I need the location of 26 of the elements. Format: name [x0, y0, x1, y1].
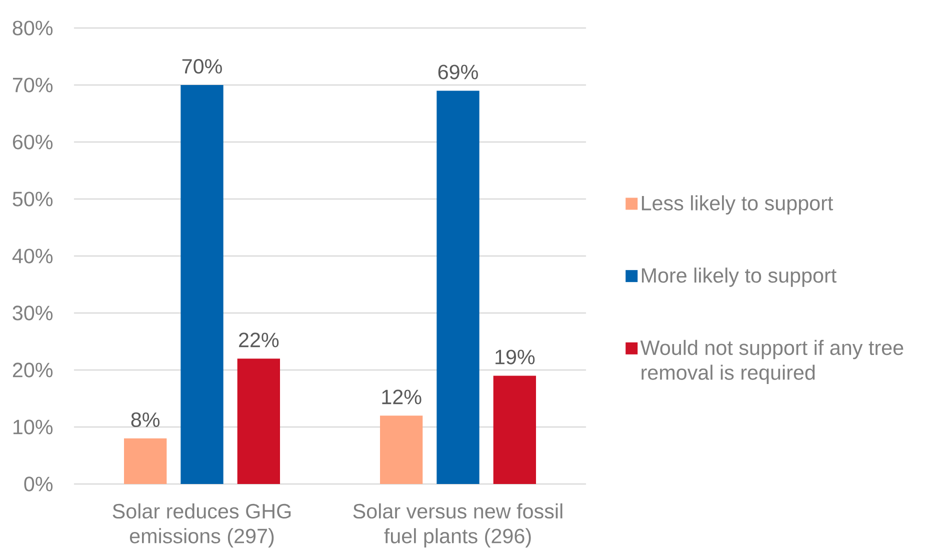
data-label: 70%	[182, 58, 222, 74]
data-label: 69%	[438, 64, 478, 80]
y-tick-label: 10%	[13, 420, 53, 434]
y-tick-label: 30%	[12, 306, 53, 320]
y-tick-label: 60%	[12, 134, 53, 150]
data-label: 19%	[496, 350, 535, 364]
bar	[180, 85, 224, 484]
legend-label: Would not support if any tree removal is required	[640, 340, 904, 384]
legend-label: More likely to support	[642, 268, 836, 287]
bar	[237, 358, 280, 484]
legend-label: Less likely to support	[642, 195, 834, 215]
y-tick-label: 40%	[12, 248, 53, 264]
data-label: 22%	[239, 332, 279, 348]
y-tick-label: 80%	[12, 20, 53, 36]
y-tick-label: 20%	[12, 362, 53, 378]
y-tick-label: 70%	[12, 78, 53, 92]
y-tick-label: 50%	[12, 192, 53, 206]
bar	[380, 416, 423, 484]
x-tick-label: Solar versus new fossil fuel plants (296)	[353, 503, 562, 548]
y-tick-label: 0%	[24, 476, 53, 492]
data-label: 8%	[131, 412, 160, 428]
bar	[436, 90, 480, 484]
bar	[124, 438, 167, 484]
data-label: 12%	[382, 390, 422, 404]
x-tick-label: Solar reduces GHG emissions (297)	[112, 503, 291, 548]
bar	[493, 376, 536, 484]
